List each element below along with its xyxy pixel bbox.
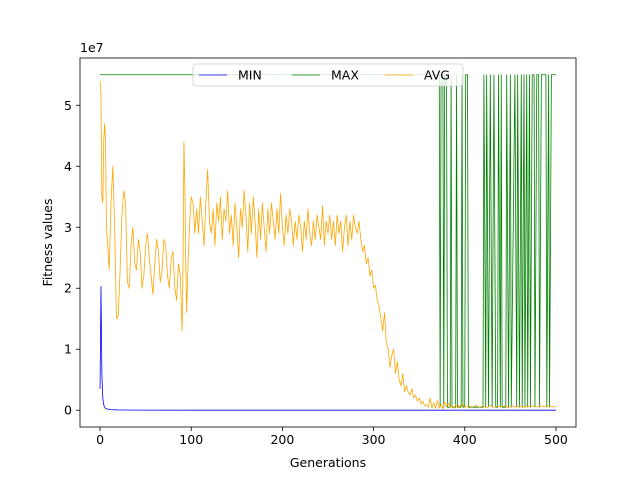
y-tick-label: 5 [64,98,72,113]
y-tick-label: 2 [64,281,72,296]
x-tick-label: 0 [96,432,104,447]
y-tick-label: 0 [64,403,72,418]
legend-label-min: MIN [238,68,262,83]
x-tick-label: 200 [270,432,294,447]
x-tick-label: 100 [179,432,203,447]
legend-label-max: MAX [331,68,359,83]
legend-label-avg: AVG [424,68,450,83]
series-line-avg [99,80,557,410]
x-tick-label: 500 [544,432,568,447]
series-layer [99,74,557,411]
plot-frame [79,57,577,428]
y-tick-label: 1 [64,342,72,357]
x-axis-label: Generations [290,455,366,470]
y-tick-label: 4 [64,159,72,174]
series-line-min [99,286,556,411]
legend: MIN MAX AVG [192,63,464,87]
x-tick-label: 300 [362,432,386,447]
y-offset-text: 1e7 [80,40,104,55]
legend-frame [192,63,464,87]
x-axis: 0 100 200 300 400 500 [96,427,568,447]
y-axis: 0 1 2 3 4 5 [64,98,80,418]
y-tick-label: 3 [64,220,72,235]
y-axis-label: Fitness values [40,199,55,287]
x-tick-label: 400 [453,432,477,447]
